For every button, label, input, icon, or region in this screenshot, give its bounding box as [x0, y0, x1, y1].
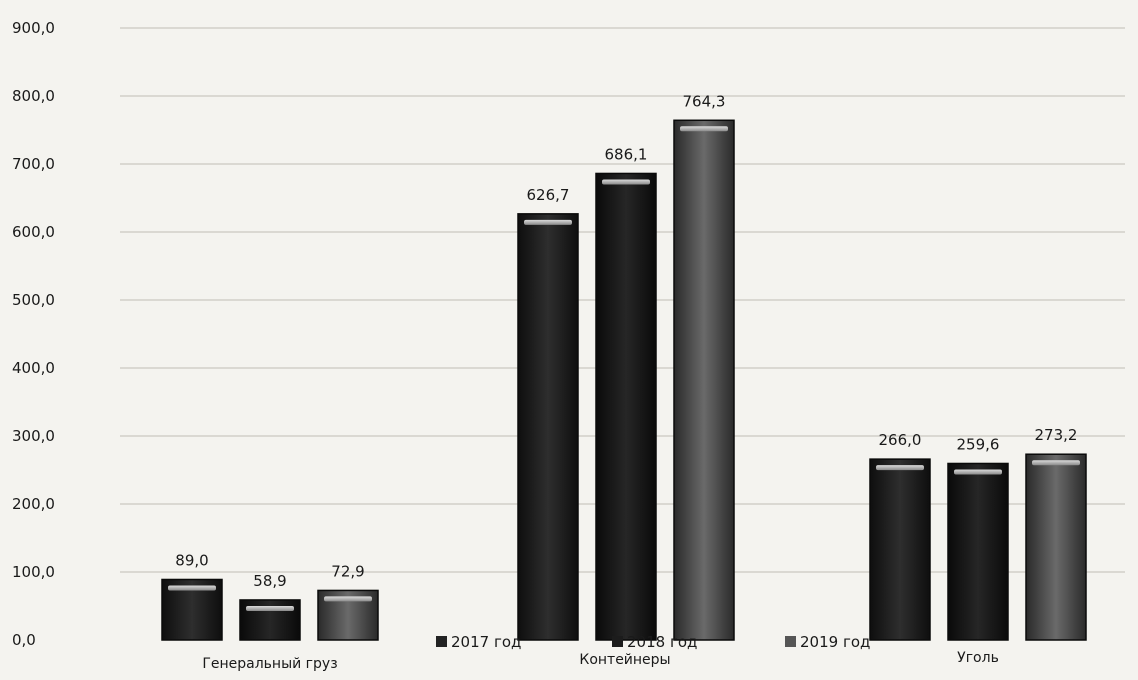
category-label: Уголь: [957, 650, 999, 666]
data-label: 259,6: [957, 435, 1000, 453]
bar-2-2: [595, 172, 657, 641]
data-label: 89,0: [175, 551, 208, 569]
bar-1-1: [161, 578, 223, 641]
bar-2-3: [947, 462, 1009, 641]
y-tick-label: 900,0: [12, 19, 55, 37]
y-tick-label: 700,0: [12, 155, 55, 173]
legend-swatch: [612, 636, 623, 647]
bar-body: [673, 119, 735, 641]
bar-body: [947, 462, 1009, 641]
y-axis: 0,0 100,0 200,0 300,0 400,0 500,0 600,0 700,0 80…: [12, 19, 55, 649]
data-label: 686,1: [605, 145, 648, 163]
bar-highlight: [876, 465, 924, 471]
y-tick-label: 300,0: [12, 427, 55, 445]
bar-3-2: [673, 119, 735, 641]
bar-3-3: [1025, 453, 1087, 641]
y-tick-label: 400,0: [12, 359, 55, 377]
data-label: 58,9: [253, 572, 286, 590]
bar-highlight: [954, 469, 1002, 475]
legend-label: 2018 год: [627, 633, 697, 651]
y-tick-label: 600,0: [12, 223, 55, 241]
bar-highlight: [168, 585, 216, 591]
bar-body: [869, 458, 931, 641]
bar-highlight: [602, 179, 650, 185]
bar-3-1: [317, 589, 379, 641]
y-tick-label: 100,0: [12, 563, 55, 581]
bar-2-1: [239, 599, 301, 641]
bar-body: [1025, 453, 1087, 641]
category-label: Контейнеры: [579, 652, 670, 668]
y-tick-label: 200,0: [12, 495, 55, 513]
legend-item: 2017 год: [436, 633, 521, 651]
data-label: 266,0: [879, 431, 922, 449]
bar-highlight: [1032, 460, 1080, 466]
bar-body: [517, 213, 579, 641]
legend-item: 2019 год: [785, 633, 870, 651]
category-label: Генеральный груз: [202, 656, 337, 672]
bar-1-3: [869, 458, 931, 641]
data-labels: 89,0 58,9 72,9 626,7 686,1 764,3 266,0 259,6 273…: [175, 92, 1077, 590]
y-tick-label: 800,0: [12, 87, 55, 105]
data-label: 626,7: [527, 186, 570, 204]
legend-swatch: [436, 636, 447, 647]
y-tick-label: 500,0: [12, 291, 55, 309]
legend-item: 2018 год: [612, 633, 697, 651]
bar-highlight: [246, 605, 294, 611]
legend: 2017 год 2018 год 2019 год: [436, 633, 870, 651]
data-label: 72,9: [331, 562, 364, 580]
legend-label: 2017 год: [451, 633, 521, 651]
bar-1-2: [517, 213, 579, 641]
bar-highlight: [524, 219, 572, 225]
legend-label: 2019 год: [800, 633, 870, 651]
bars: [161, 119, 1087, 641]
data-label: 764,3: [683, 92, 726, 110]
bar-highlight: [324, 596, 372, 602]
y-tick-label: 0,0: [12, 631, 36, 649]
data-label: 273,2: [1035, 426, 1078, 444]
bar-highlight: [680, 126, 728, 132]
x-axis: Генеральный груз Контейнеры Уголь: [202, 650, 998, 672]
legend-swatch: [785, 636, 796, 647]
bar-body: [595, 172, 657, 641]
